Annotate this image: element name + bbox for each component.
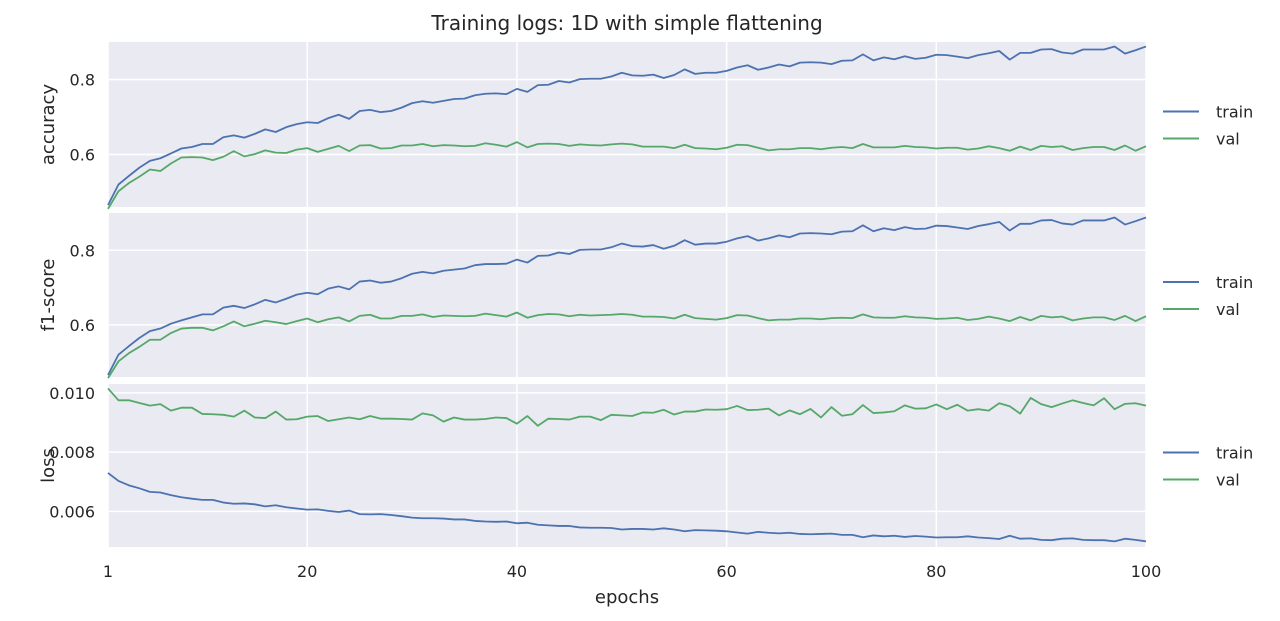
legend-label-val: val (1216, 471, 1240, 490)
loss-y-axis-label: loss (38, 448, 59, 483)
loss-train-line (107, 472, 1147, 543)
legend-label-val: val (1216, 130, 1240, 149)
legend-label-train: train (1216, 444, 1253, 463)
loss-legend: train val (1163, 444, 1253, 490)
legend-label-val: val (1216, 300, 1240, 319)
f1-score-plot-area (108, 213, 1146, 377)
f1-score-panel: 0.6 0.8 f1-score train val (38, 213, 1253, 379)
x-tick-label: 60 (716, 562, 736, 581)
f1-score-legend: train val (1163, 273, 1253, 319)
f1-score-train-line (107, 216, 1147, 376)
x-tick-label: 80 (926, 562, 946, 581)
loss-y-tick-label: 0.008 (49, 443, 95, 462)
f1-score-y-tick-label: 0.8 (70, 241, 95, 260)
legend-label-train: train (1216, 103, 1253, 122)
loss-panel: 0.006 0.008 0.010 loss train val (38, 384, 1253, 547)
accuracy-plot-area (108, 42, 1146, 207)
loss-plot-area (108, 384, 1146, 547)
f1-score-val-line (107, 311, 1147, 379)
f1-score-y-tick-label: 0.6 (70, 316, 95, 335)
loss-val-line (107, 387, 1147, 427)
legend-label-train: train (1216, 273, 1253, 292)
accuracy-y-axis-label: accuracy (38, 84, 59, 166)
accuracy-val-line (107, 141, 1147, 210)
accuracy-train-line (107, 45, 1147, 206)
accuracy-y-tick-label: 0.8 (70, 71, 95, 90)
accuracy-panel: 0.6 0.8 accuracy train val (38, 42, 1253, 210)
chart-title: Training logs: 1D with simple flattening (430, 11, 822, 35)
x-tick-label: 1 (103, 562, 113, 581)
x-axis-label: epochs (595, 587, 659, 608)
x-tick-label: 100 (1131, 562, 1162, 581)
f1-score-y-axis-label: f1-score (38, 259, 59, 332)
x-tick-label: 20 (297, 562, 317, 581)
loss-y-tick-label: 0.010 (49, 384, 95, 403)
accuracy-y-tick-label: 0.6 (70, 146, 95, 165)
accuracy-legend: train val (1163, 103, 1253, 149)
loss-y-tick-label: 0.006 (49, 502, 95, 521)
x-tick-label: 40 (507, 562, 527, 581)
